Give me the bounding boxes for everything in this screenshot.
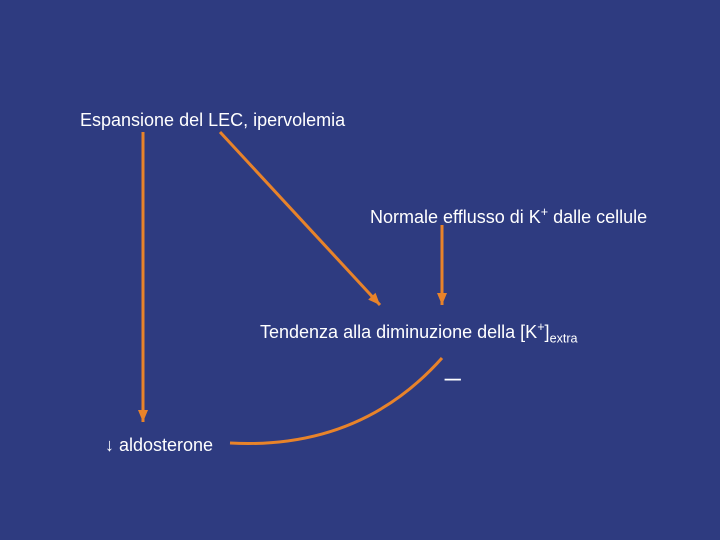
diagram-canvas: Espansione del LEC, ipervolemia Normale … (0, 0, 720, 540)
node-aldosterone: ↓ aldosterone (105, 435, 213, 456)
arrow-layer (0, 0, 720, 540)
node-expansion-lec: Espansione del LEC, ipervolemia (80, 110, 345, 131)
minus-sign: _ (445, 350, 461, 382)
node-k-extra-decrease: Tendenza alla diminuzione della [K+]extr… (260, 320, 578, 346)
node-k-efflux: Normale efflusso di K+ dalle cellule (370, 205, 647, 228)
